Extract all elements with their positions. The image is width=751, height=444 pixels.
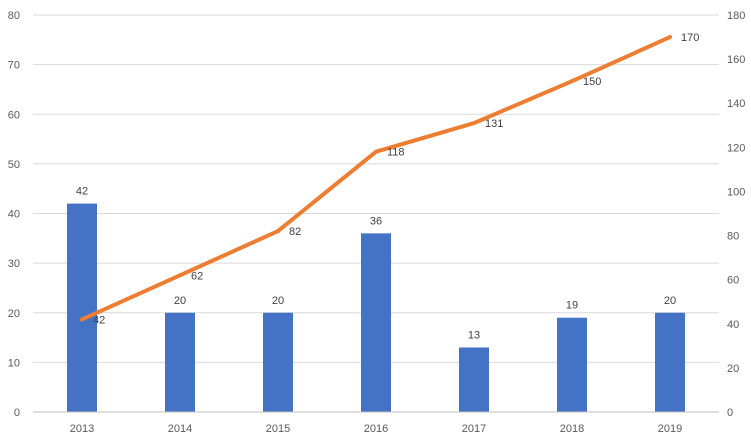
line-data-label: 62 bbox=[191, 270, 203, 282]
y-tick-label: 60 bbox=[8, 109, 20, 121]
line-data-label: 150 bbox=[583, 76, 601, 88]
line-point bbox=[668, 35, 672, 40]
x-tick-label: 2018 bbox=[560, 423, 584, 435]
bar-data-label: 20 bbox=[664, 295, 676, 307]
y2-tick-label: 80 bbox=[727, 231, 739, 243]
y-tick-label: 30 bbox=[8, 258, 20, 270]
bar bbox=[557, 317, 587, 412]
y-tick-label: 80 bbox=[8, 10, 20, 22]
right-axis-ticks: 0 20 40 60 80 100 120 140 160 180 bbox=[727, 10, 745, 419]
y-tick-label: 20 bbox=[8, 308, 20, 320]
y-tick-label: 10 bbox=[8, 357, 20, 369]
y-tick-label: 40 bbox=[8, 209, 20, 221]
y2-tick-label: 20 bbox=[727, 363, 739, 375]
line-data-label: 170 bbox=[681, 32, 699, 44]
y2-tick-label: 160 bbox=[727, 54, 745, 66]
x-tick-label: 2014 bbox=[168, 423, 192, 435]
line-data-label: 131 bbox=[485, 118, 503, 130]
y2-tick-label: 140 bbox=[727, 98, 745, 110]
bar-data-label: 36 bbox=[370, 215, 382, 227]
line-point bbox=[276, 229, 280, 234]
y-tick-label: 50 bbox=[8, 159, 20, 171]
bar-data-label: 19 bbox=[566, 300, 578, 312]
data-labels: 42 20 20 36 13 19 20 42 62 82 118 131 150 170 bbox=[76, 32, 699, 341]
y2-tick-label: 180 bbox=[727, 10, 745, 22]
y2-tick-label: 40 bbox=[727, 319, 739, 331]
bar-data-label: 20 bbox=[272, 295, 284, 307]
left-axis-ticks: 0 10 20 30 40 50 60 70 80 bbox=[8, 10, 20, 419]
x-tick-label: 2013 bbox=[70, 423, 94, 435]
line-point bbox=[472, 121, 476, 126]
line-point bbox=[80, 317, 84, 322]
x-tick-label: 2017 bbox=[462, 423, 486, 435]
x-tick-label: 2015 bbox=[266, 423, 290, 435]
line-point bbox=[570, 79, 574, 84]
line-point bbox=[178, 273, 182, 278]
bar-data-label: 13 bbox=[468, 329, 480, 341]
line-series bbox=[80, 35, 672, 322]
x-tick-label: 2016 bbox=[364, 423, 388, 435]
bar-data-label: 42 bbox=[76, 186, 88, 198]
bar-series bbox=[67, 203, 685, 412]
bar bbox=[459, 347, 489, 412]
x-axis-ticks: 2013 2014 2015 2016 2017 2018 2019 bbox=[70, 423, 682, 435]
y2-tick-label: 60 bbox=[727, 275, 739, 287]
bar bbox=[165, 312, 195, 412]
y2-tick-label: 0 bbox=[727, 407, 733, 419]
line-data-label: 42 bbox=[93, 314, 105, 326]
x-tick-label: 2019 bbox=[658, 423, 682, 435]
line-data-label: 118 bbox=[387, 147, 405, 159]
y-tick-label: 0 bbox=[14, 407, 20, 419]
bar bbox=[361, 233, 391, 412]
bar bbox=[67, 203, 97, 412]
line-data-label: 82 bbox=[289, 226, 301, 238]
y-tick-label: 70 bbox=[8, 60, 20, 72]
bar bbox=[655, 312, 685, 412]
y2-tick-label: 100 bbox=[727, 186, 745, 198]
bar-data-label: 20 bbox=[174, 295, 186, 307]
bar bbox=[263, 312, 293, 412]
y2-tick-label: 120 bbox=[727, 142, 745, 154]
line-point bbox=[374, 149, 378, 154]
